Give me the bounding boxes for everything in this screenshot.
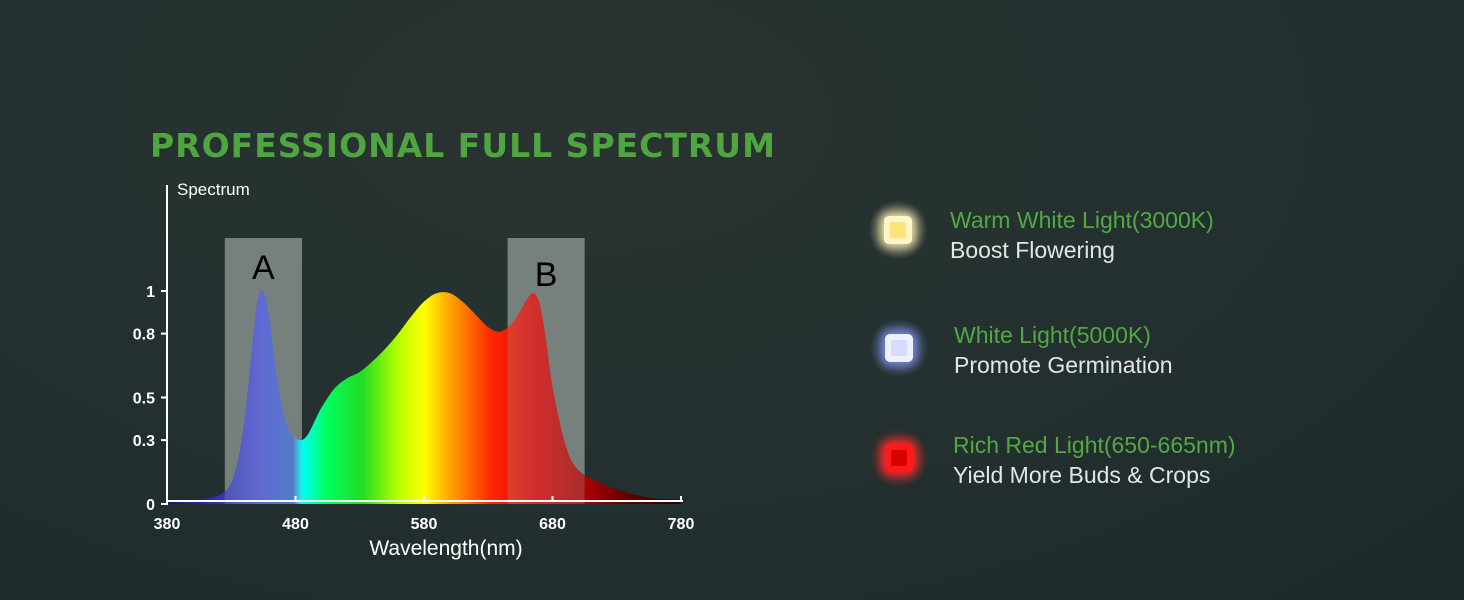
legend-item-warm-white: Warm White Light(3000K) Boost Flowering [950, 205, 1214, 265]
y-tick-label: 0.8 [133, 327, 155, 344]
led-chip [884, 216, 912, 244]
legend-description: Promote Germination [954, 352, 1173, 378]
y-axis-label: Spectrum [177, 180, 250, 199]
led-chip [885, 444, 913, 472]
led-chip [885, 334, 913, 362]
band-label: B [535, 256, 558, 294]
legend-item-red: Rich Red Light(650-665nm) Yield More Buds… [953, 430, 1236, 490]
legend-description: Boost Flowering [950, 237, 1115, 263]
y-tick-label: 0.5 [133, 391, 155, 408]
page-title: PROFESSIONAL FULL SPECTRUM [150, 126, 776, 165]
x-tick-label: 780 [668, 516, 695, 533]
x-tick-label: 480 [282, 516, 309, 533]
x-tick-label: 380 [154, 516, 181, 533]
led-core [891, 450, 907, 466]
led-core [890, 222, 906, 238]
band-label: A [252, 249, 275, 287]
highlight-band-overlay [507, 238, 585, 504]
x-axis-label: Wavelength(nm) [369, 537, 522, 560]
warm-white-led-icon [868, 200, 928, 260]
x-tick-label: 680 [539, 516, 566, 533]
x-tick-label: 580 [411, 516, 438, 533]
legend-title: Rich Red Light(650-665nm) [953, 432, 1236, 458]
white-led-icon [869, 318, 929, 378]
spectrum-area [167, 290, 681, 504]
legend-title: White Light(5000K) [954, 322, 1151, 348]
y-tick-label: 0 [146, 497, 155, 514]
highlight-band-overlay [224, 238, 302, 504]
legend-item-white: White Light(5000K) Promote Germination [954, 320, 1173, 380]
legend-description: Yield More Buds & Crops [953, 462, 1211, 488]
y-tick-label: 1 [146, 284, 155, 301]
y-tick-label: 0.3 [133, 433, 155, 450]
red-led-icon [869, 428, 929, 488]
legend-title: Warm White Light(3000K) [950, 207, 1214, 233]
led-core [891, 340, 907, 356]
